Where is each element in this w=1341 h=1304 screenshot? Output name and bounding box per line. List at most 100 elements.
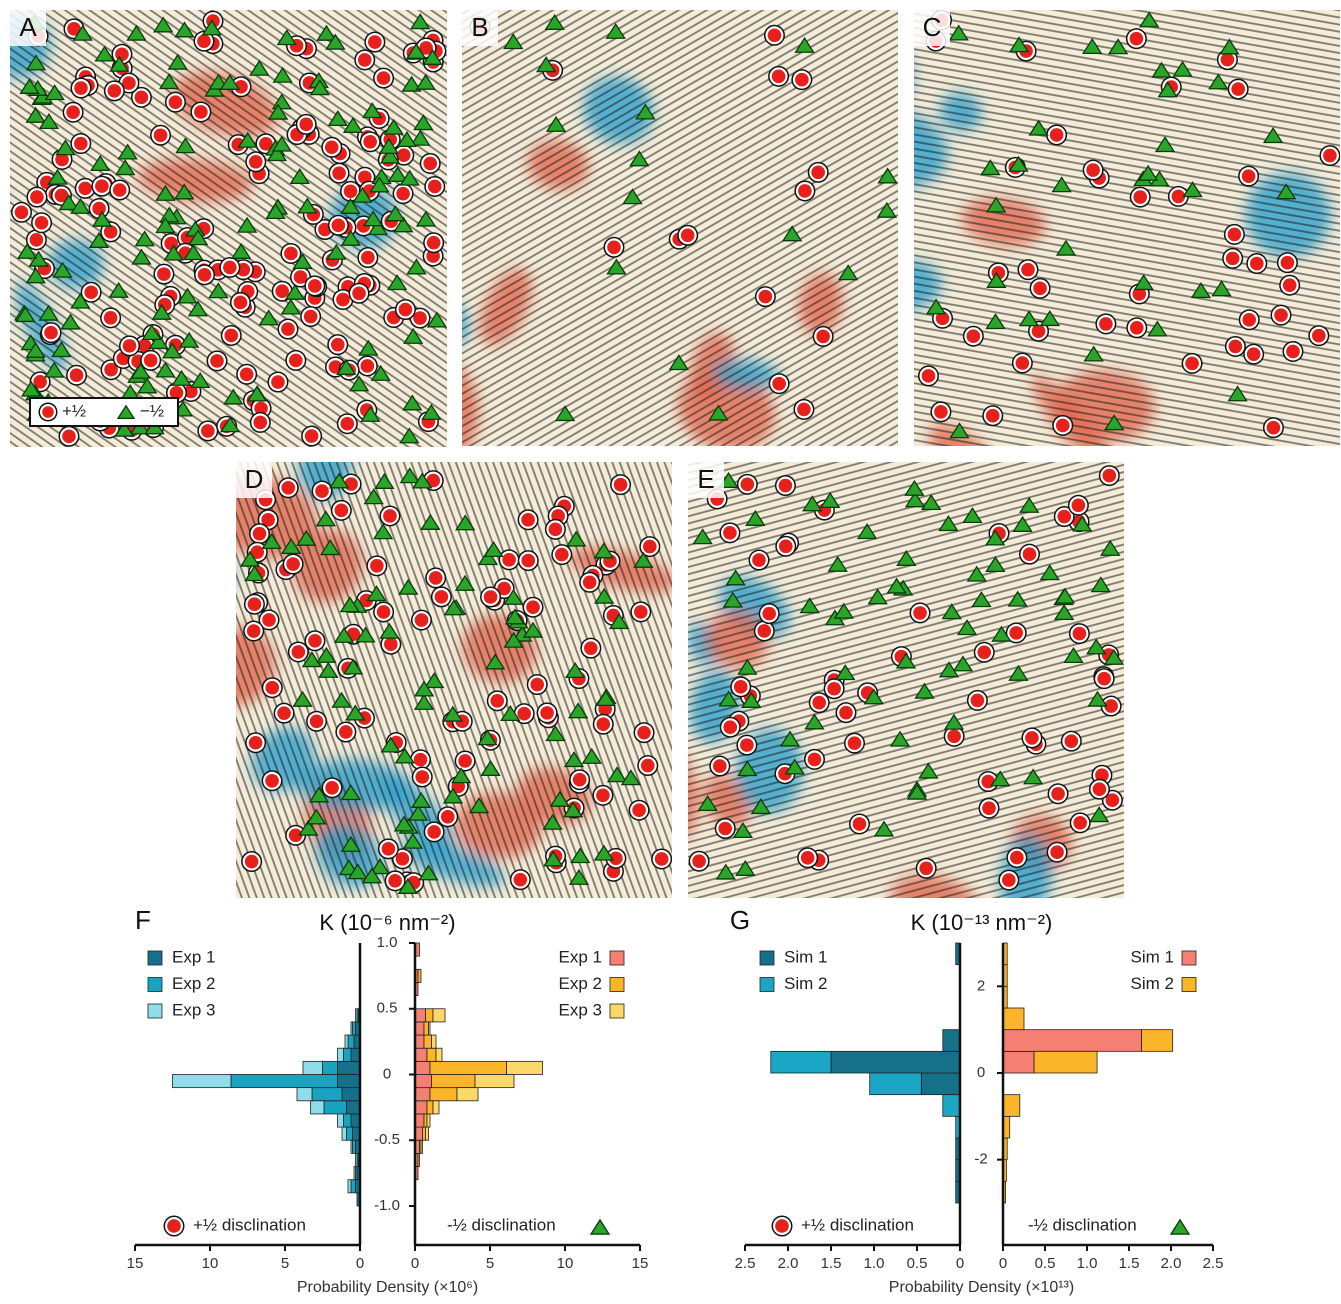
minus-defect [827,555,848,572]
plus-defect-core [752,553,766,567]
plus-defect-core [1099,317,1113,331]
minus-defect [153,16,174,33]
minus-defect [318,661,339,678]
image-panel: A [10,10,447,447]
minus-defect [412,472,433,489]
minus-defect [281,537,302,555]
plus-defect-core [157,267,171,281]
minus-defect [424,672,445,689]
minus-defect [633,551,654,568]
plus-defect-core [370,559,384,573]
domain [0,606,21,692]
minus-defect [387,166,408,183]
domain [8,493,91,565]
plus-defect-core [289,353,303,368]
minus-defect [567,702,589,719]
plus-defect-core [778,478,793,493]
plus-defect-core [33,375,47,389]
minus-defect [990,770,1011,787]
plus-defect-core [1231,82,1245,96]
plus-defect-core [1055,418,1070,433]
minus-defect [1104,414,1125,431]
y-tick-label: -0.5 [374,1131,400,1148]
minus-defect [629,150,650,167]
minus-defect [372,523,394,540]
plus-defect-core [396,148,411,162]
plus-defect-core [74,136,88,151]
y-tick-label: 1.0 [377,934,398,951]
minus-defect [984,529,1006,546]
x-tick-label: 2.5 [1203,1255,1224,1272]
histogram-bar [869,1072,922,1096]
minus-defect [535,56,557,73]
plus-defect-core [388,874,402,888]
histogram-bar [414,1021,425,1036]
minus-defect [477,729,498,746]
minus-defect [223,388,244,405]
panel-letter: B [471,12,488,42]
minus-defect [1157,81,1178,98]
plus-defect-core [1286,344,1300,359]
plus-defect-core [1050,845,1064,860]
minus-defect [1103,648,1124,665]
plus-defect-core [966,329,981,344]
plus-defect-core [1242,312,1257,327]
minus-defect [363,488,384,505]
minus-defect [399,169,420,186]
plus-defect-core [947,729,961,744]
minus-defect [183,244,204,261]
minus-defect [952,655,974,672]
minus-defect [543,850,564,867]
plus-defect-core [517,706,531,721]
domain [49,845,133,939]
minus-defect [325,33,346,50]
legend-swatch [759,977,775,992]
minus-defect [503,33,524,50]
plus-defect-core [982,801,996,816]
plus-defect-core [247,597,262,612]
legend-swatch [147,950,163,966]
plus-defect-core [363,134,377,149]
minus-defect [920,494,942,511]
minus-defect [28,250,49,267]
plus-defect-core [1312,328,1326,343]
minus-defect [750,798,772,815]
image-panel: D [0,462,672,939]
minus-defect [442,705,464,722]
plus-defect-core [167,1219,181,1233]
minus-defect [554,405,576,422]
minus-defect [708,404,729,421]
histogram-bar [1141,1029,1174,1052]
minus-defect [833,602,854,619]
plus-defect-core [92,201,106,216]
minus-defect [266,145,288,162]
minus-defect [949,422,970,439]
plus-defect-core [419,41,433,55]
minus-defect [237,131,258,148]
plus-defect-core [184,384,198,399]
annotation: -½ disclination [1028,1215,1137,1234]
plus-defect-core [143,353,158,368]
histogram-chart: F K (10⁻⁶ nm⁻²) Probability Density (×10⁶)… [127,905,649,1296]
plus-defect-core [210,354,224,368]
minus-defect [116,404,136,420]
y-tick-label: 0 [383,1065,391,1082]
plus-defect-core [1246,347,1261,361]
histogram-bar [414,1060,431,1075]
image-panel: E [688,462,1124,898]
histogram-bar [347,1034,355,1049]
x-tick-label: 0 [411,1255,419,1272]
histogram-bar [350,1139,353,1154]
minus-defect [1100,539,1121,556]
minus-defect [258,309,279,326]
minus-defect [443,599,464,616]
minus-defect [280,298,301,315]
minus-defect [413,114,434,131]
plus-defect-core [1051,786,1065,801]
minus-defect [606,258,627,275]
minus-defect [781,225,803,242]
minus-defect [405,42,427,59]
histogram-bar [426,1047,437,1062]
minus-defect [141,323,162,340]
